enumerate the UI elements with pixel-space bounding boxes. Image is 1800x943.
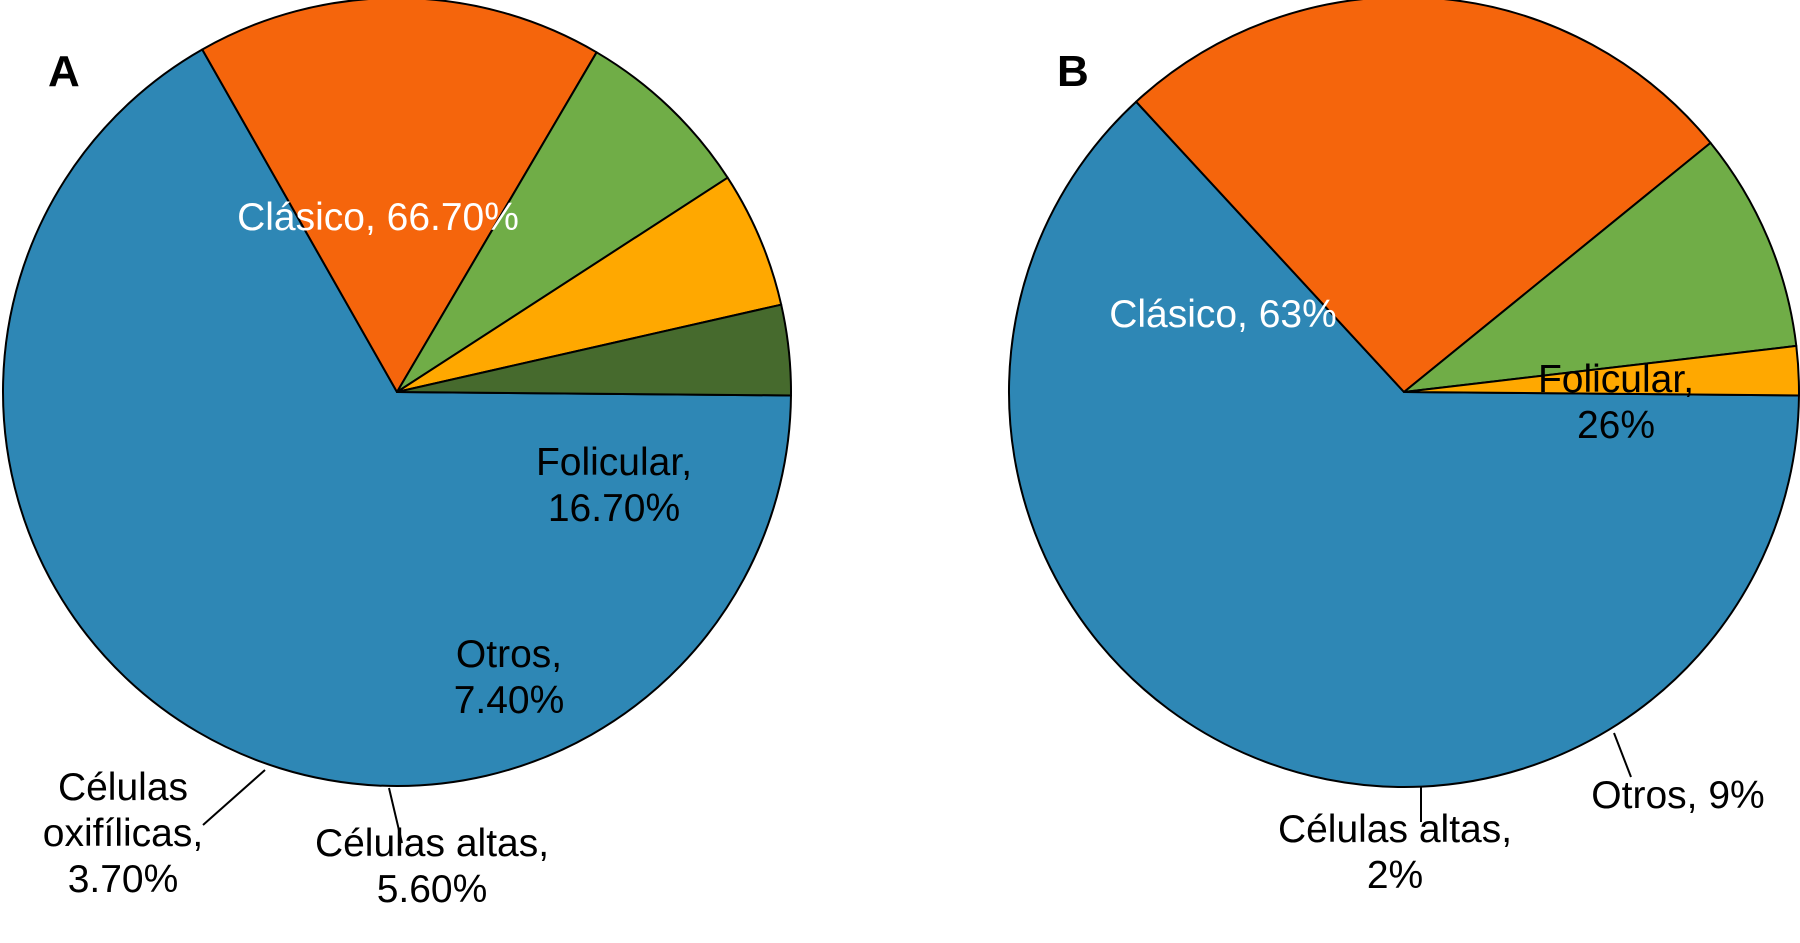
pie-a-slice-otros (396, 51, 729, 393)
label-line: 16.70% (548, 487, 680, 530)
label-line: oxifílicas, (43, 812, 203, 855)
pie-b-leader-otros (1613, 732, 1632, 778)
label-line: 7.40% (454, 679, 565, 722)
pie-b-labels: Clásico, 63% Folicular, 26% Otros, 9% Célula… (1109, 293, 1765, 897)
pie-a-slice-celulas-oxifilicas (396, 303, 792, 397)
label-line: Células altas, (1278, 808, 1512, 851)
pie-b-label-folicular: Folicular, 26% (1538, 358, 1694, 447)
pie-a-slice-folicular (201, 0, 598, 393)
pie-b-slice-clasico (1008, 100, 1800, 788)
pie-b-slice-otros (1403, 141, 1798, 393)
pie-b-slice-folicular (1135, 0, 1712, 393)
pie-b-slices (1008, 0, 1800, 788)
pie-a-leader-lines (202, 769, 403, 844)
label-line: 3.70% (68, 858, 179, 901)
pie-a-slices (2, 0, 792, 787)
pie-a-label-folicular: Folicular, 16.70% (536, 441, 692, 530)
label-line: Clásico, 63% (1109, 293, 1337, 336)
pie-a-labels: Clásico, 66.70% Folicular, 16.70% Otros, 7.4… (43, 196, 692, 911)
label-line: Otros, (456, 633, 562, 676)
pie-a-leader-celulas-oxifilicas (202, 769, 266, 826)
label-line: Células (58, 766, 188, 809)
pie-a-label-otros: Otros, 7.40% (454, 633, 565, 722)
pie-a-label-celulas-oxifilicas: Células oxifílicas, 3.70% (43, 766, 203, 901)
label-line: Folicular, (1538, 358, 1694, 401)
label-line: 26% (1577, 404, 1655, 447)
pie-a-slice-clasico (2, 48, 792, 787)
label-line: Clásico, 66.70% (237, 196, 519, 239)
label-line: Células altas, (315, 822, 549, 865)
pie-b-label-otros: Otros, 9% (1591, 774, 1764, 817)
pie-chart-a: A Clásico, 66.70% Folicular, 16.70% Otros, 7… (2, 0, 792, 911)
pie-chart-b: B Clásico, 63% Folicular, 26% Otros, 9% Célu… (1008, 0, 1800, 897)
pie-a-label-clasico: Clásico, 66.70% (237, 196, 519, 239)
pie-b-leader-lines (1420, 732, 1632, 822)
pie-a-label-celulas-altas: Células altas, 5.60% (315, 822, 549, 911)
panel-letter-b: B (1057, 47, 1089, 96)
panel-letter-a: A (48, 47, 80, 96)
pie-a-leader-celulas-altas (388, 787, 403, 844)
pie-b-slice-celulas-altas (1403, 344, 1800, 397)
label-line: 2% (1367, 854, 1423, 897)
label-line: Otros, 9% (1591, 774, 1764, 817)
label-line: 5.60% (377, 868, 488, 911)
label-line: Folicular, (536, 441, 692, 484)
pie-a-slice-celulas-altas (396, 176, 783, 393)
pie-b-label-celulas-altas: Células altas, 2% (1278, 808, 1512, 897)
pie-b-label-clasico: Clásico, 63% (1109, 293, 1337, 336)
